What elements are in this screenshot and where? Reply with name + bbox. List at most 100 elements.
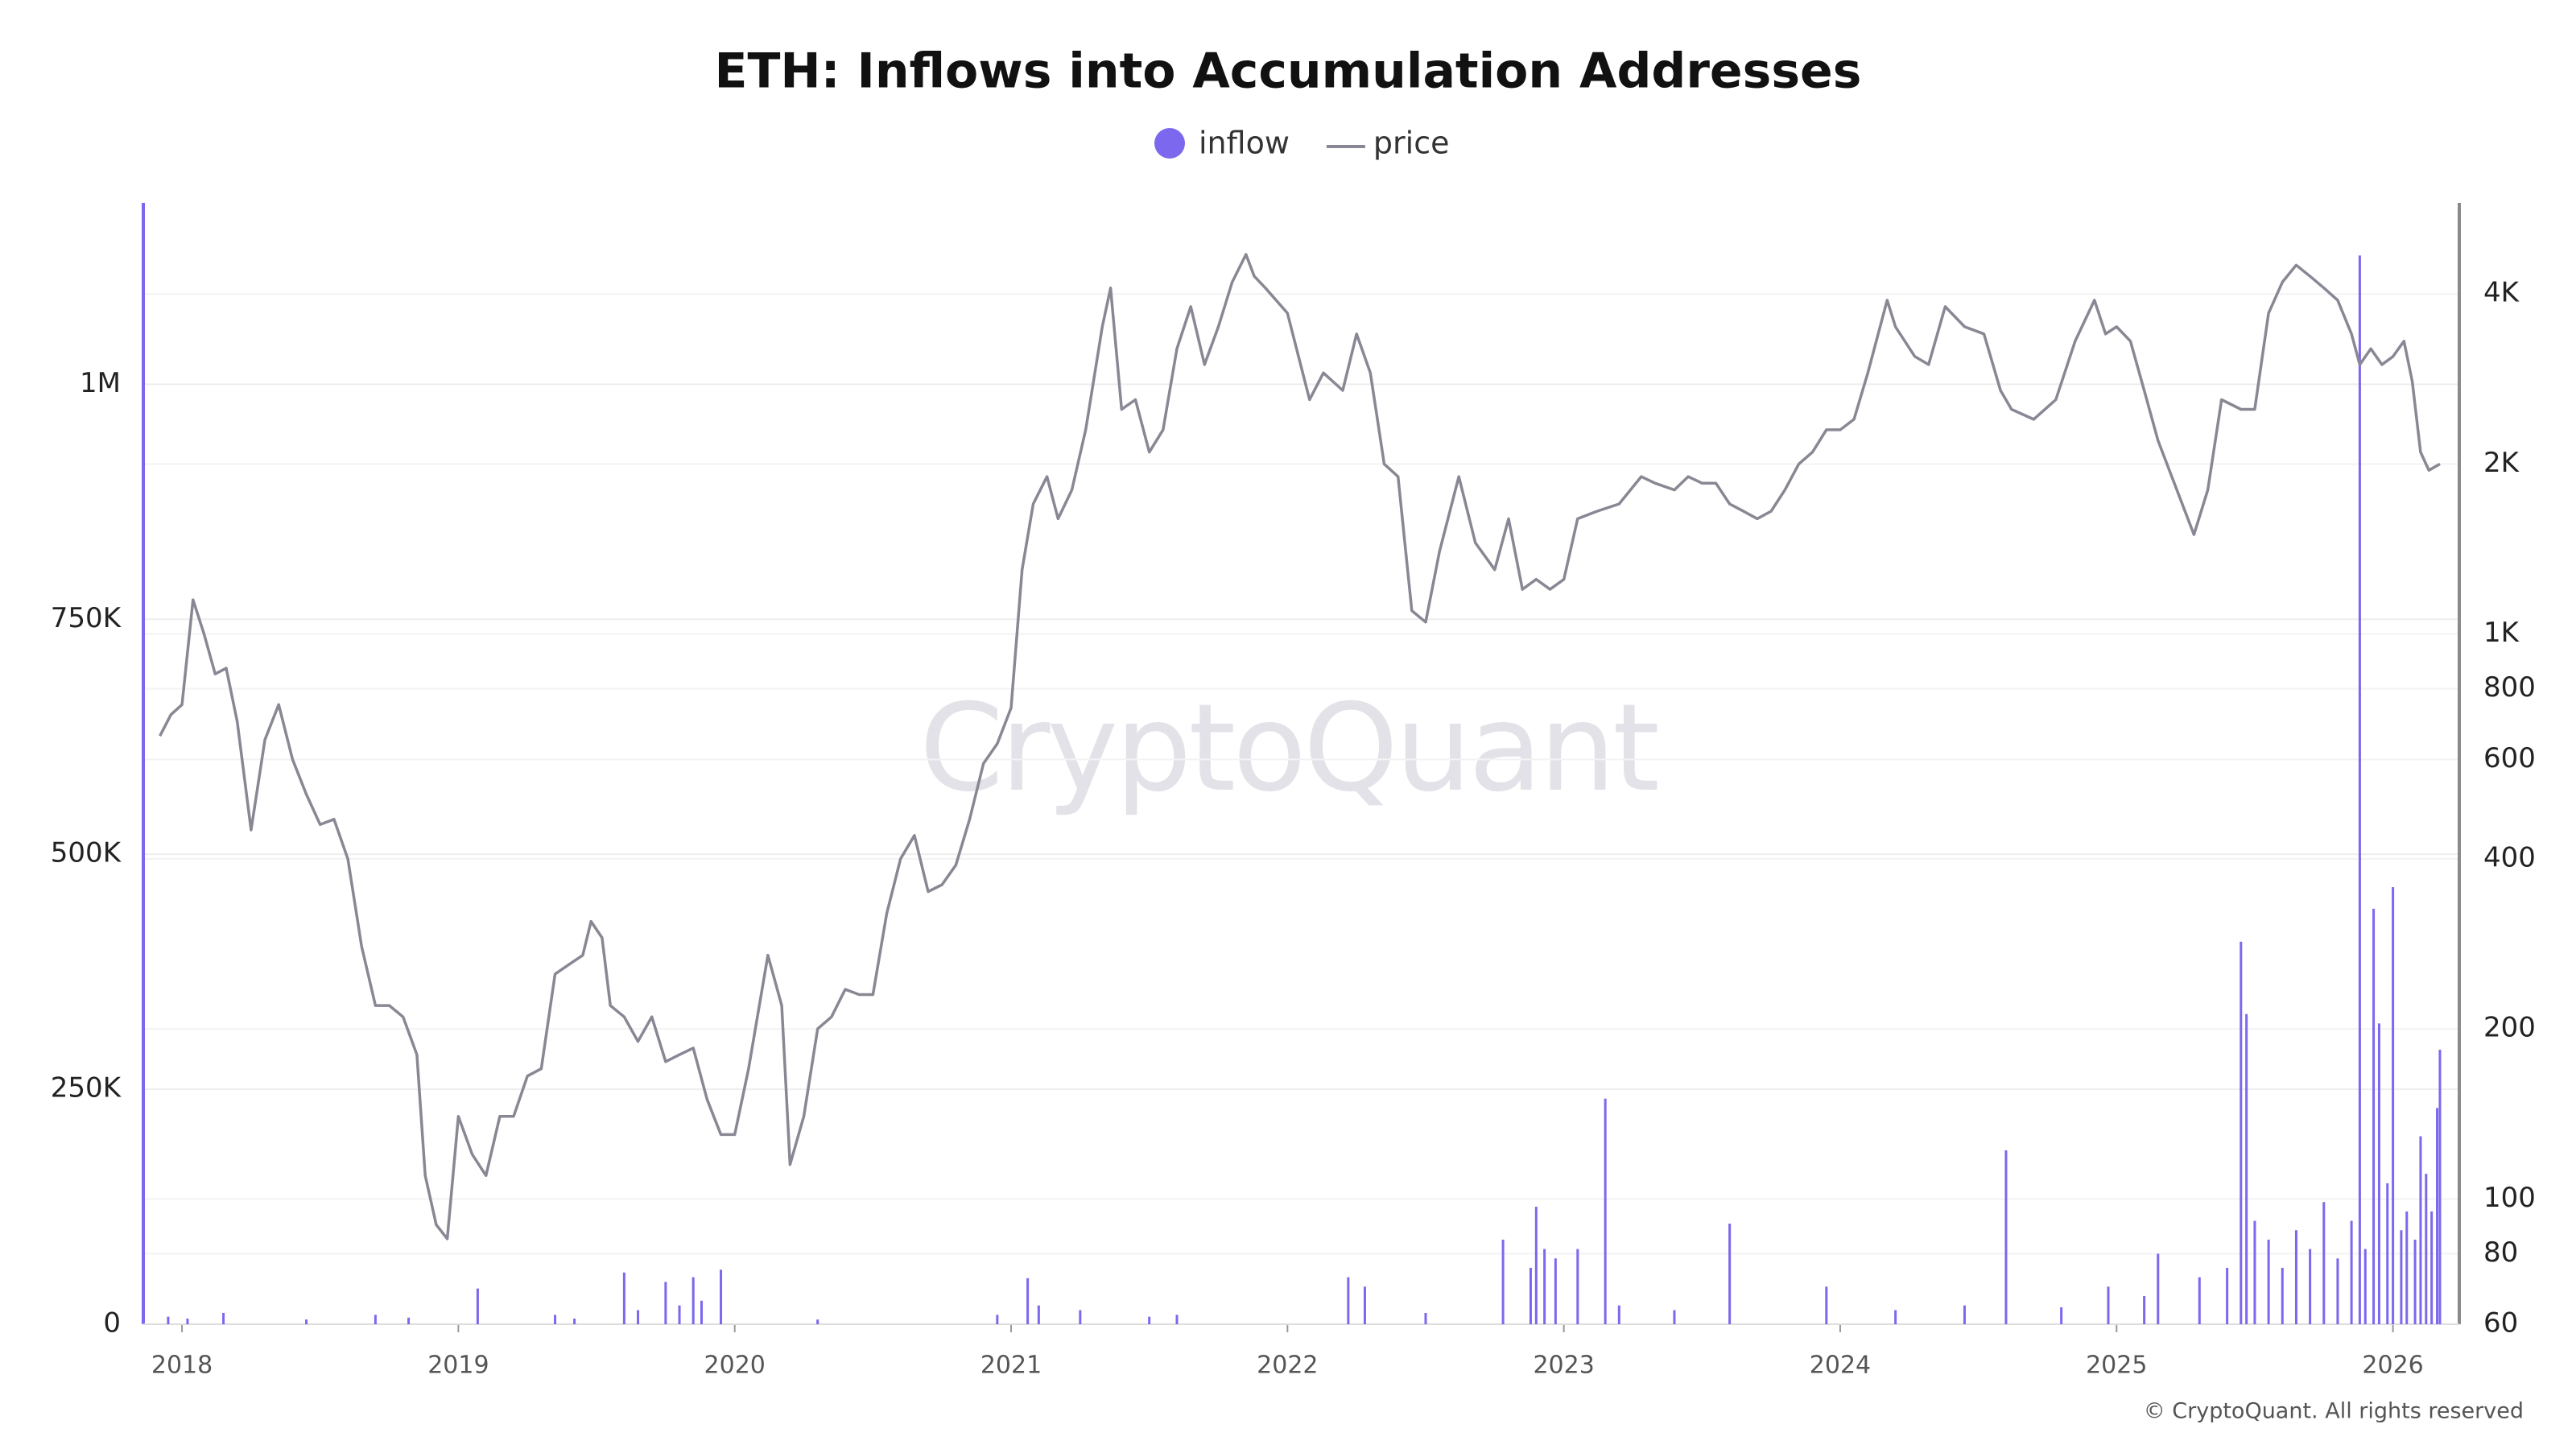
inflow-bar xyxy=(476,1288,479,1324)
inflow-bar xyxy=(2430,1211,2434,1324)
inflow-bar xyxy=(2240,941,2243,1324)
y2-tick-label: 80 xyxy=(2483,1236,2518,1269)
y2-tick-label: 2K xyxy=(2483,447,2520,479)
inflow-bar xyxy=(637,1310,640,1324)
x-tick-label: 2023 xyxy=(1533,1352,1594,1380)
inflow-bar xyxy=(1728,1224,1732,1324)
inflow-bar xyxy=(2060,1307,2063,1324)
y2-tick-label: 200 xyxy=(2483,1012,2536,1044)
legend-marker xyxy=(1154,128,1185,159)
inflow-bar xyxy=(554,1315,557,1324)
y2-tick-label: 800 xyxy=(2483,671,2536,704)
inflow-bar xyxy=(1534,1207,1538,1324)
inflow-bar xyxy=(2281,1267,2284,1324)
inflow-bar xyxy=(167,1316,170,1324)
watermark: CryptoQuant xyxy=(919,679,1657,819)
inflow-bar xyxy=(1543,1249,1546,1324)
y-tick-label: 750K xyxy=(51,602,122,634)
inflow-bar xyxy=(1347,1277,1350,1324)
legend: inflow price xyxy=(1154,126,1449,161)
inflow-bar xyxy=(2425,1174,2428,1324)
y2-tick-label: 600 xyxy=(2483,742,2536,774)
y-tick-label: 0 xyxy=(103,1307,121,1340)
inflow-bar xyxy=(1529,1267,1532,1324)
inflow-bar xyxy=(1175,1315,1179,1324)
inflow-bar xyxy=(2267,1239,2270,1324)
y2-tick-label: 4K xyxy=(2483,277,2520,309)
legend-label[interactable]: inflow xyxy=(1199,126,1290,161)
inflow-bar xyxy=(222,1312,225,1324)
inflow-bar xyxy=(691,1277,695,1324)
inflow-bar xyxy=(1148,1316,1151,1324)
inflow-bar xyxy=(407,1317,411,1324)
inflow-bar xyxy=(2372,908,2376,1324)
inflow-bar xyxy=(1894,1310,1897,1324)
inflow-bar xyxy=(2400,1230,2403,1324)
inflow-bar xyxy=(2143,1295,2146,1324)
inflow-bar xyxy=(2226,1267,2229,1324)
legend-label[interactable]: price xyxy=(1373,126,1450,161)
inflow-bar xyxy=(2309,1249,2312,1324)
price-line xyxy=(159,253,2441,1241)
inflow-bar xyxy=(186,1318,189,1324)
y-tick-label: 500K xyxy=(51,837,122,869)
x-tick-label: 2022 xyxy=(1257,1352,1318,1380)
x-tick-label: 2019 xyxy=(427,1352,489,1380)
x-tick-label: 2020 xyxy=(704,1352,766,1380)
inflow-bar xyxy=(2438,1050,2442,1324)
y-tick-label: 250K xyxy=(51,1072,122,1104)
y2-tick-label: 400 xyxy=(2483,841,2536,873)
inflow-bar xyxy=(2107,1286,2110,1324)
inflow-bar xyxy=(2363,1249,2367,1324)
inflow-bar xyxy=(996,1315,999,1324)
x-tick-label: 2025 xyxy=(2086,1352,2147,1380)
inflow-bar xyxy=(678,1305,681,1324)
inflow-bar xyxy=(1363,1286,1366,1324)
x-tick-label: 2021 xyxy=(980,1352,1042,1380)
y-tick-label: 1M xyxy=(80,367,121,399)
inflow-bar xyxy=(2294,1230,2297,1324)
inflow-bar xyxy=(2336,1258,2339,1324)
inflow-bar xyxy=(1079,1310,1082,1324)
inflow-bar xyxy=(1037,1305,1040,1324)
inflow-bar xyxy=(2004,1150,2008,1324)
inflow-bar xyxy=(1617,1305,1620,1324)
inflow-bar xyxy=(1026,1278,1030,1324)
inflow-bar xyxy=(2419,1136,2422,1324)
inflow-bar xyxy=(2413,1239,2417,1324)
inflow-bar xyxy=(1673,1310,1676,1324)
x-tick-label: 2018 xyxy=(151,1352,213,1380)
inflow-bar xyxy=(1825,1286,1828,1324)
inflow-bar xyxy=(2322,1202,2326,1324)
inflow-bar xyxy=(1963,1305,1966,1324)
x-tick-label: 2026 xyxy=(2362,1352,2423,1380)
inflow-bar xyxy=(700,1300,704,1324)
inflow-bar xyxy=(1554,1258,1557,1324)
inflow-bar xyxy=(374,1315,377,1324)
inflow-bar xyxy=(720,1269,723,1324)
inflow-bar xyxy=(1424,1312,1427,1324)
inflow-bar xyxy=(2198,1277,2201,1324)
inflow-bar xyxy=(1604,1098,1607,1324)
inflow-bar xyxy=(2405,1211,2409,1324)
inflow-bar xyxy=(2253,1220,2256,1324)
inflow-bar xyxy=(2245,1013,2248,1324)
y2-tick-label: 1K xyxy=(2483,617,2520,649)
inflow-bar xyxy=(1501,1239,1505,1324)
inflow-bar xyxy=(2157,1253,2160,1324)
inflow-bar xyxy=(2377,1023,2380,1324)
inflow-bar xyxy=(622,1272,625,1324)
inflow-bar xyxy=(1576,1249,1579,1324)
y2-tick-label: 60 xyxy=(2483,1307,2518,1340)
inflow-bar xyxy=(2358,255,2361,1325)
x-tick-label: 2024 xyxy=(1810,1352,1871,1380)
y2-tick-label: 100 xyxy=(2483,1182,2536,1214)
inflow-bar xyxy=(816,1319,819,1324)
inflow-bar xyxy=(2436,1108,2439,1324)
inflow-bar xyxy=(305,1319,308,1324)
inflow-bar xyxy=(2392,887,2395,1324)
inflow-bar xyxy=(573,1318,576,1324)
inflow-bar xyxy=(2386,1183,2389,1324)
inflow-bar xyxy=(664,1282,667,1324)
